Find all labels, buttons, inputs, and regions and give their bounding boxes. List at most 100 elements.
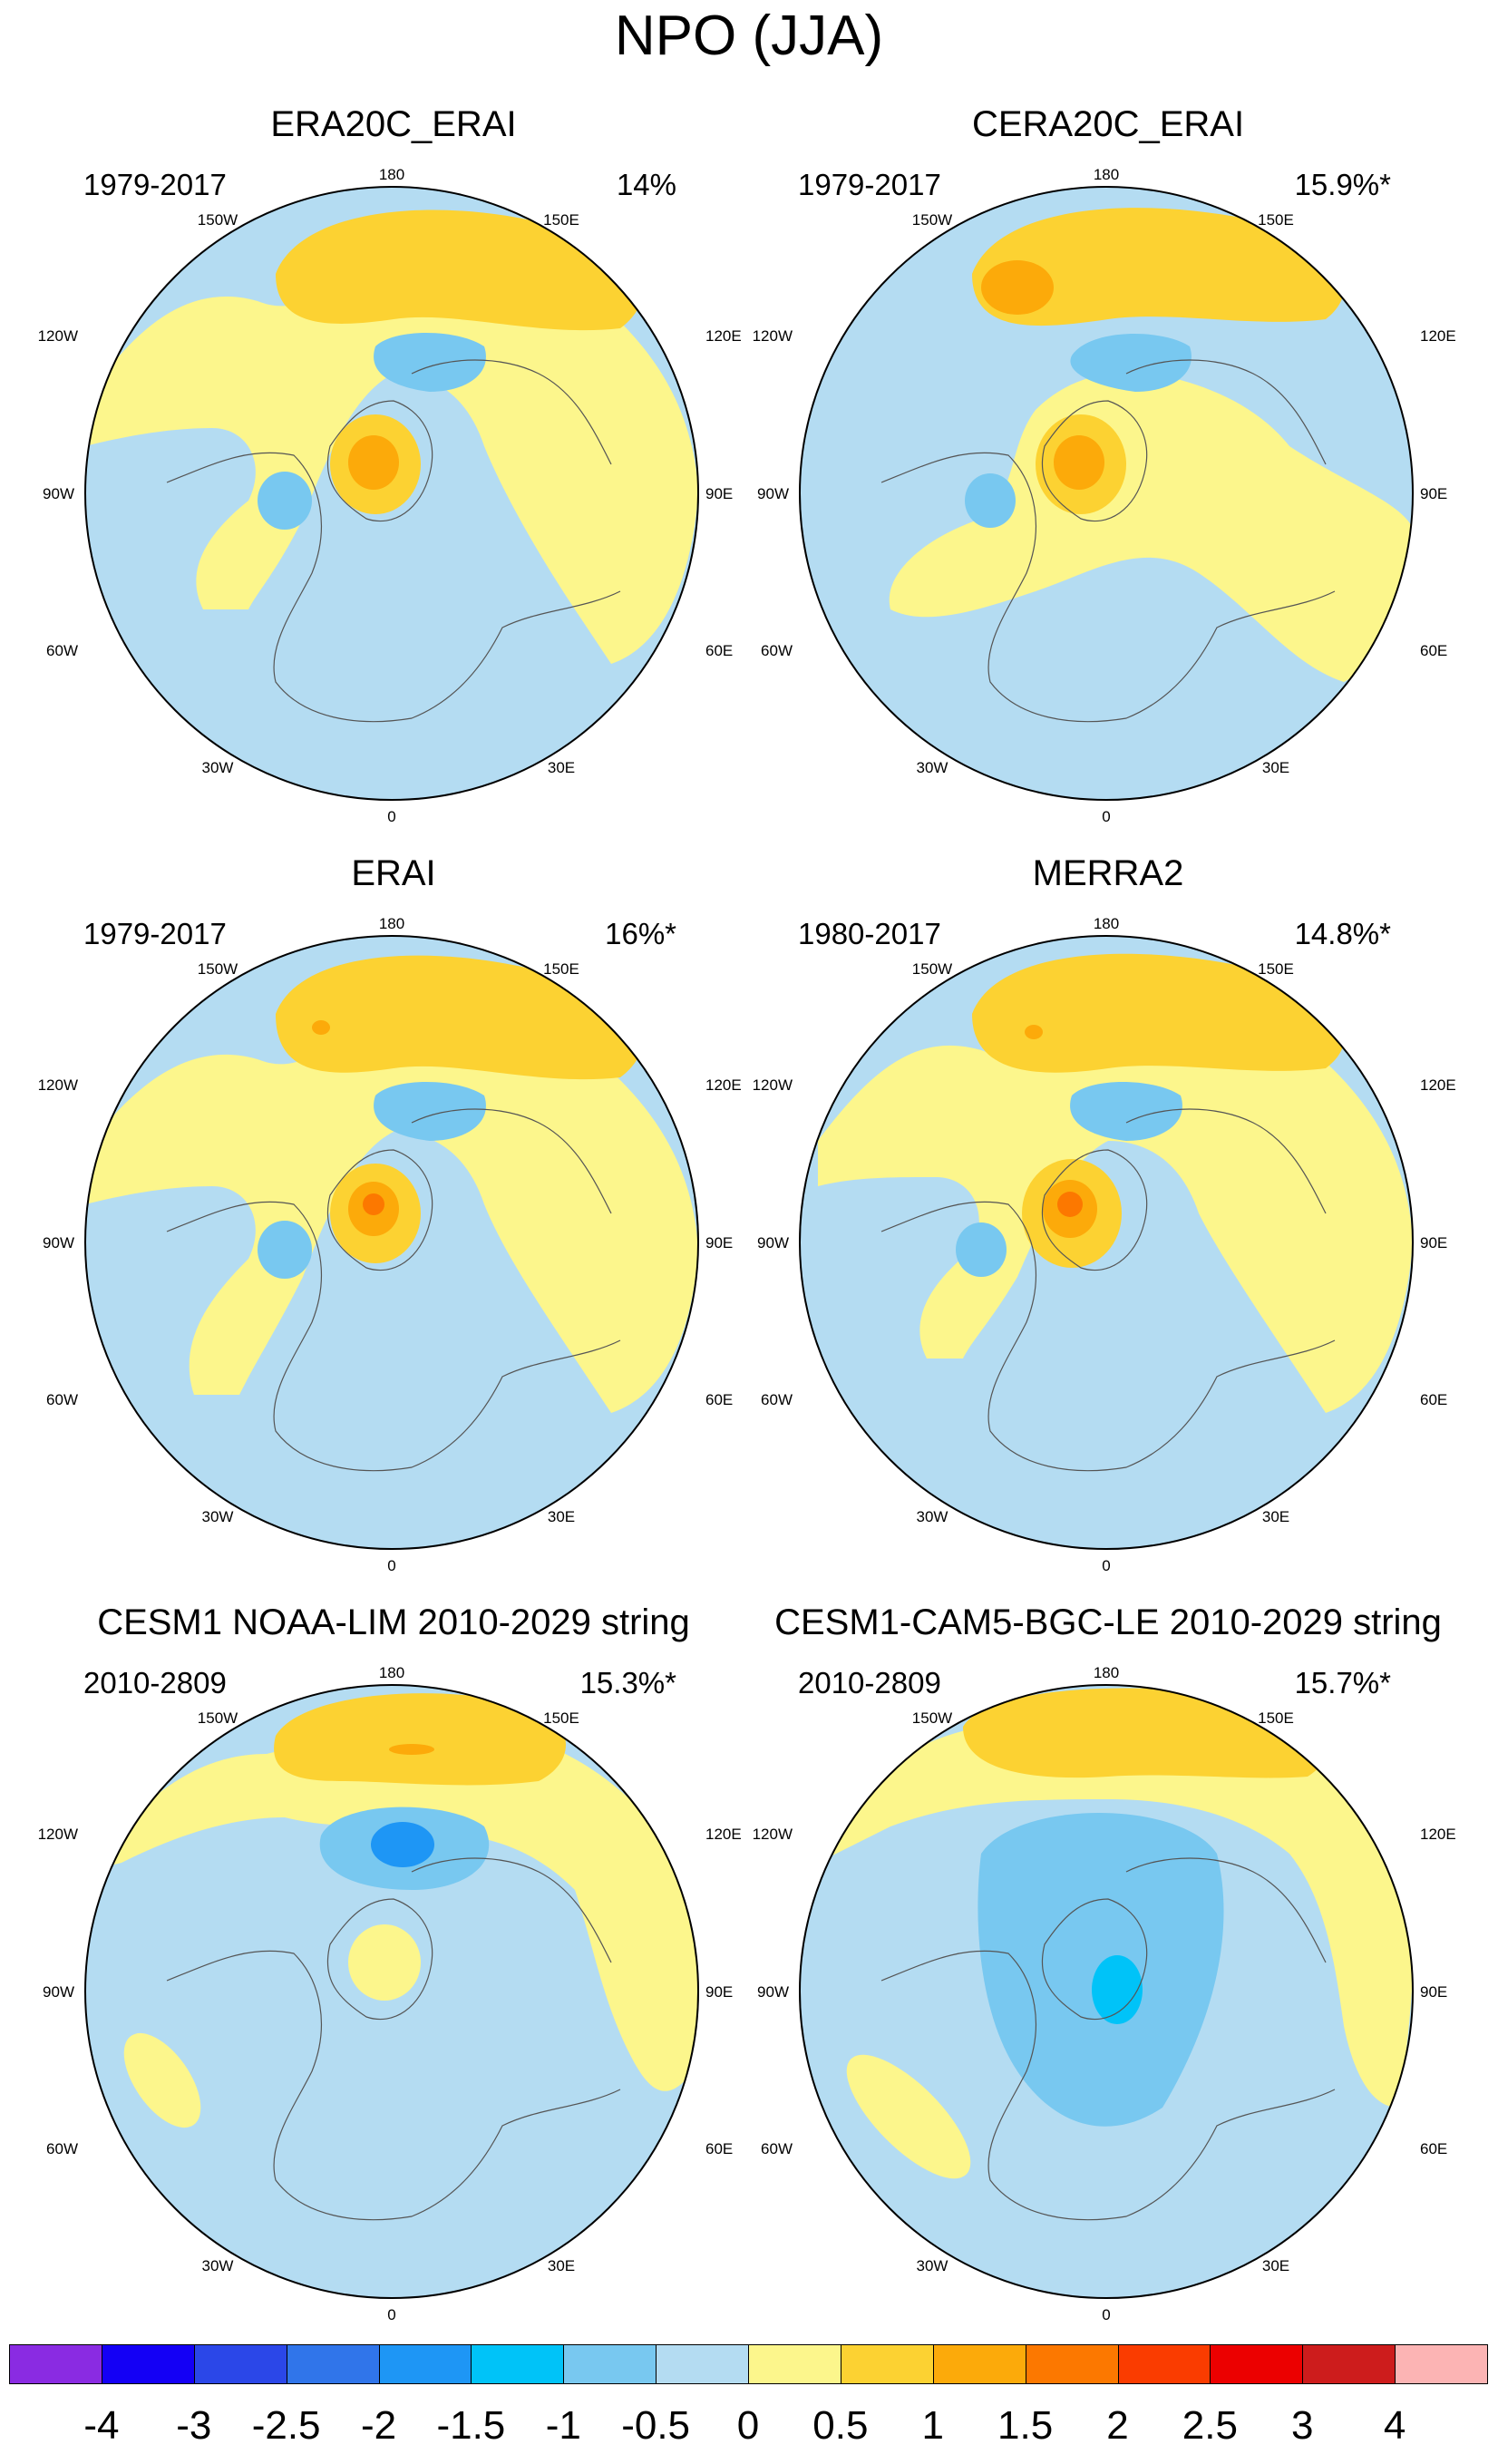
- panel-title: ERAI: [351, 853, 436, 893]
- lon-label-90w: 90W: [43, 1234, 74, 1251]
- positive-anomaly-region: [800, 1700, 1413, 2108]
- colorbar-label: -3: [176, 2403, 212, 2448]
- lon-label-180: 180: [1094, 1664, 1119, 1681]
- colorbar-label: -2.5: [251, 2403, 321, 2448]
- lon-label-30w: 30W: [917, 2257, 948, 2274]
- coastlines: [166, 1108, 621, 1472]
- panel-variance: 14%: [616, 168, 676, 201]
- polar-map: 180 150E 120E 90E 60E 30E 0 30W 60W 90W …: [753, 166, 1456, 825]
- panel-variance: 15.9%*: [1294, 168, 1391, 201]
- colorbar-label: 2: [1106, 2403, 1129, 2448]
- lon-label-150e: 150E: [543, 1709, 579, 1727]
- lon-label-150w: 150W: [912, 960, 952, 978]
- colorbar-label: -2: [360, 2403, 397, 2448]
- lon-label-150w: 150W: [198, 1709, 238, 1727]
- lon-label-150e: 150E: [543, 960, 579, 978]
- map-boundary: [84, 186, 699, 801]
- lon-label-150e: 150E: [543, 211, 579, 229]
- lon-label-30e: 30E: [548, 1508, 575, 1525]
- anomaly-contours: [85, 1693, 698, 2128]
- map-panel-cesm1-cam5-bgc-le: CESM1-CAM5-BGC-LE 2010-2029 string 2010-…: [745, 1600, 1471, 2343]
- negative-core: [1092, 1955, 1143, 2024]
- strong-positive-region: [972, 208, 1345, 326]
- lon-label-90w: 90W: [757, 485, 789, 502]
- coastlines: [880, 1108, 1336, 1472]
- panel-period: 1979-2017: [798, 168, 941, 201]
- map-boundary: [84, 1684, 699, 2299]
- lon-label-30w: 30W: [917, 1508, 948, 1525]
- colorbar-swatch: [9, 2344, 102, 2384]
- panel-title: CESM1-CAM5-BGC-LE 2010-2029 string: [774, 1602, 1442, 1642]
- lon-label-180: 180: [379, 166, 404, 183]
- lon-label-60e: 60E: [1420, 2140, 1447, 2157]
- positive-anomaly-region: [889, 372, 1413, 682]
- negative-core: [371, 1822, 434, 1867]
- longitude-labels: 180 150E 120E 90E 60E 30E 0 30W 60W 90W …: [38, 1664, 742, 2323]
- colorbar-swatch: [193, 2344, 287, 2384]
- pole-positive-core: [1054, 435, 1104, 490]
- panel-variance: 15.7%*: [1294, 1666, 1391, 1699]
- strong-positive-region: [274, 1693, 566, 1786]
- lon-label-90w: 90W: [757, 1234, 789, 1251]
- lon-label-60w: 60W: [761, 2140, 793, 2157]
- lon-label-0: 0: [1102, 1557, 1110, 1574]
- longitude-labels: 180 150E 120E 90E 60E 30E 0 30W 60W 90W …: [753, 166, 1456, 825]
- lon-label-0: 0: [1102, 2306, 1110, 2323]
- lon-label-30e: 30E: [1262, 1508, 1289, 1525]
- pole-positive-peak: [363, 1193, 384, 1215]
- panel-variance: 16%*: [605, 917, 676, 950]
- longitude-labels: 180 150E 120E 90E 60E 30E 0 30W 60W 90W …: [38, 166, 742, 825]
- lon-label-0: 0: [1102, 808, 1110, 825]
- strong-positive-region: [276, 955, 642, 1080]
- panel-period: 1979-2017: [83, 917, 227, 950]
- polar-map: 180 150E 120E 90E 60E 30E 0 30W 60W 90W …: [38, 915, 742, 1574]
- lon-label-60w: 60W: [46, 642, 78, 659]
- coastlines: [166, 1857, 621, 2221]
- lon-label-90w: 90W: [757, 1983, 789, 2001]
- lon-label-90e: 90E: [1420, 1234, 1447, 1251]
- colorbar-label: 4: [1383, 2403, 1406, 2448]
- panel-title: CERA20C_ERAI: [971, 104, 1245, 144]
- map-panel-erai: ERAI 1979-2017 16%* 180 150E 120E 90E 60…: [31, 851, 756, 1594]
- greenland-negative: [258, 472, 312, 530]
- colorbar-swatch: [840, 2344, 934, 2384]
- lon-label-120e: 120E: [1420, 1826, 1456, 1843]
- coastlines: [880, 1857, 1336, 2221]
- lon-label-120w: 120W: [753, 327, 793, 345]
- lon-label-60w: 60W: [46, 1391, 78, 1408]
- lon-label-30e: 30E: [1262, 759, 1289, 776]
- lon-label-180: 180: [379, 1664, 404, 1681]
- lon-label-30e: 30E: [1262, 2257, 1289, 2274]
- lon-label-30w: 30W: [917, 759, 948, 776]
- greenland-negative: [956, 1222, 1007, 1277]
- colorbar-swatch: [563, 2344, 657, 2384]
- colorbar-label: 2.5: [1182, 2403, 1238, 2448]
- lon-label-150e: 150E: [1258, 960, 1294, 978]
- colorbar-swatch: [656, 2344, 749, 2384]
- positive-anomaly-region: [85, 240, 698, 664]
- lon-label-60e: 60E: [705, 1391, 733, 1408]
- colorbar-label: 3: [1291, 2403, 1314, 2448]
- lon-label-90w: 90W: [43, 1983, 74, 2001]
- colorbar-swatch: [101, 2344, 195, 2384]
- panel-title: MERRA2: [1032, 853, 1184, 893]
- polar-map: 180 150E 120E 90E 60E 30E 0 30W 60W 90W …: [38, 1664, 742, 2323]
- lon-label-60w: 60W: [761, 642, 793, 659]
- longitude-labels: 180 150E 120E 90E 60E 30E 0 30W 60W 90W …: [38, 915, 742, 1574]
- anomaly-contours: [85, 955, 698, 1413]
- colorbar-swatch: [471, 2344, 565, 2384]
- lon-label-120w: 120W: [753, 1076, 793, 1094]
- map-panel-merra2: MERRA2 1980-2017 14.8%* 180 150E 120E 90…: [745, 851, 1471, 1594]
- lon-label-0: 0: [387, 2306, 395, 2323]
- strong-positive-core: [981, 260, 1054, 315]
- lon-label-30w: 30W: [202, 2257, 234, 2274]
- panel-period: 2010-2809: [83, 1666, 227, 1699]
- lon-label-90w: 90W: [43, 485, 74, 502]
- map-boundary: [84, 935, 699, 1550]
- negative-anomaly-region: [374, 333, 486, 392]
- colorbar-swatch: [1025, 2344, 1119, 2384]
- atlantic-positive: [123, 2032, 201, 2128]
- lon-label-30w: 30W: [202, 759, 234, 776]
- lon-label-90e: 90E: [705, 1983, 733, 2001]
- colorbar-swatch: [1210, 2344, 1304, 2384]
